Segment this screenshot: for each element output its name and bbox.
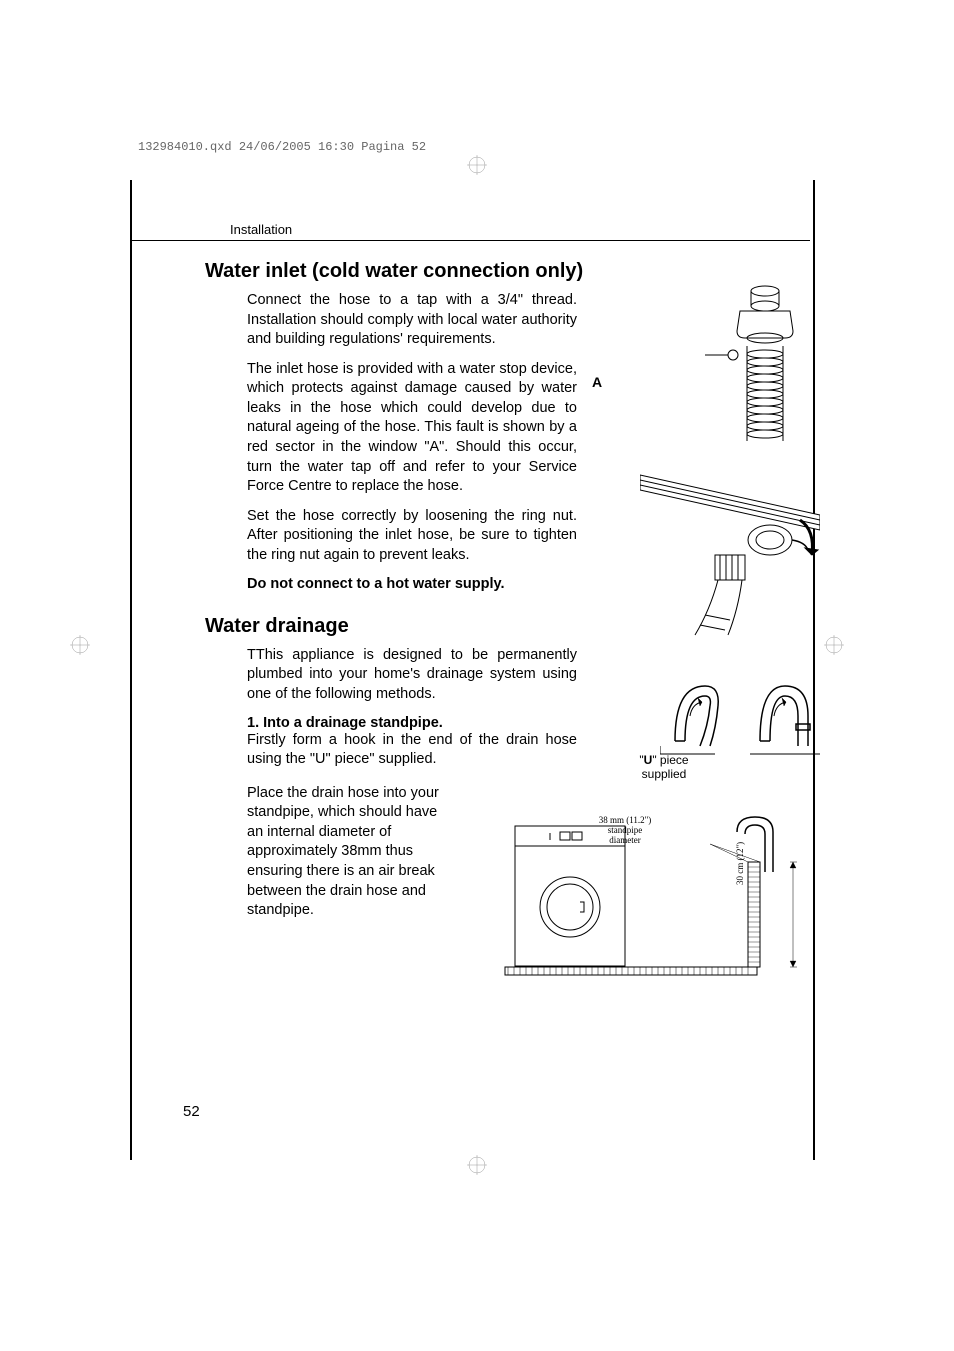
label-a: A: [592, 374, 602, 390]
section-header: Installation: [230, 222, 292, 237]
page-number: 52: [183, 1103, 200, 1120]
section2-para3: Place the drain hose into your standpipe…: [247, 784, 447, 921]
label-height: 30 cm (12"): [735, 842, 745, 885]
standpipe-text2: diameter: [609, 835, 640, 845]
crop-mark-right: [824, 635, 844, 655]
frame-left-border: [130, 180, 132, 1160]
crop-mark-left: [70, 635, 90, 655]
section1-para4: Do not connect to a hot water supply.: [247, 575, 577, 595]
section1-para1: Connect the hose to a tap with a 3/4" th…: [247, 291, 577, 350]
section2-para2: Firstly form a hook in the end of the dr…: [247, 731, 577, 770]
section1-para3: Set the hose correctly by loosening the …: [247, 507, 577, 566]
u-supplied: supplied: [642, 767, 687, 781]
header-rule: [130, 240, 810, 241]
content-frame: Installation Water inlet (cold water con…: [130, 130, 810, 1130]
label-standpipe: 38 mm (11.2") standpipe diameter: [585, 816, 665, 846]
section1-para2: The inlet hose is provided with a water …: [247, 360, 577, 497]
label-u-piece: "U" piece supplied: [624, 753, 704, 781]
standpipe-dim: 38 mm (11.2"): [599, 815, 652, 825]
diagram-water-inlet: [665, 276, 820, 456]
u-quote-close: " piece: [652, 753, 688, 767]
diagram-hose-tap: [640, 470, 820, 640]
section2-para1: TThis appliance is designed to be perman…: [247, 646, 577, 705]
crop-mark-bottom: [467, 1155, 487, 1175]
standpipe-text: standpipe: [608, 825, 643, 835]
